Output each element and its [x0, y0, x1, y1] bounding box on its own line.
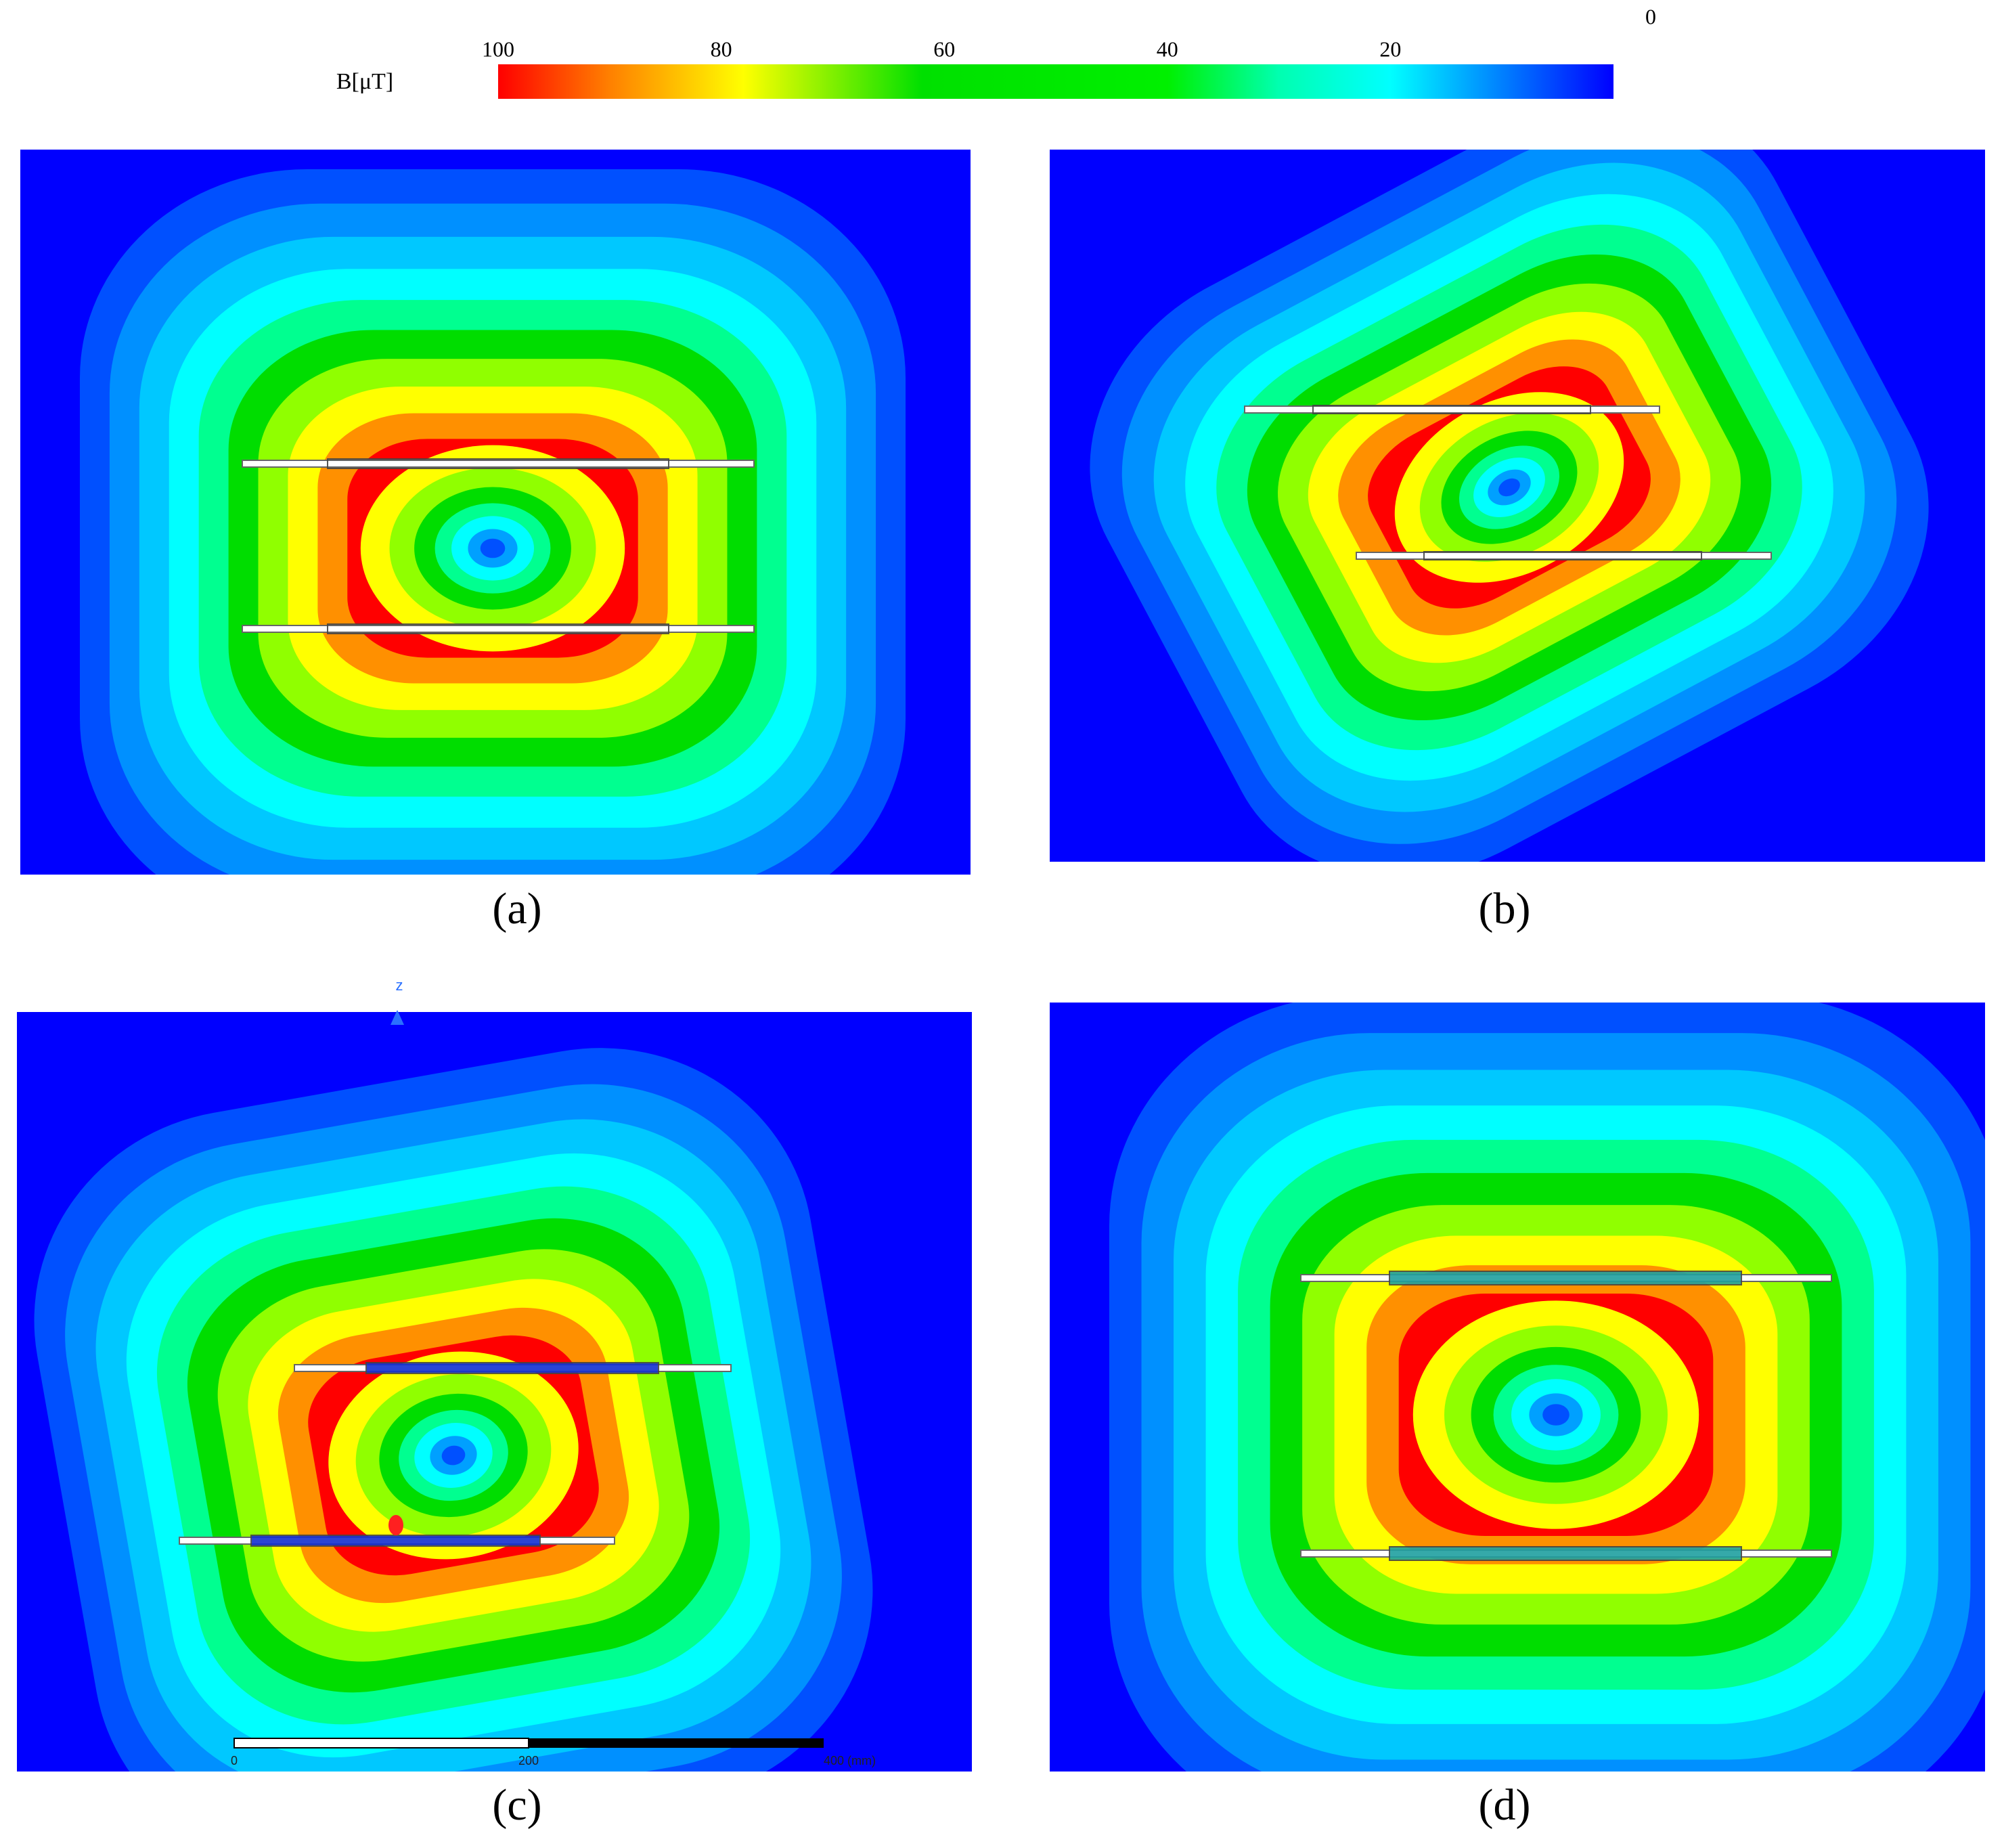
contour-band [441, 1445, 466, 1466]
coil-winding [327, 458, 669, 469]
contour-band [1498, 478, 1520, 497]
coil-winding [1389, 1271, 1742, 1285]
marker-dot [388, 1515, 403, 1535]
scale-bar-label: 200 [518, 1754, 539, 1767]
scale-bar-label: 400 (mm) [824, 1754, 876, 1767]
contour-plot [1050, 150, 1985, 862]
colorbar-tick-label: 20 [1379, 37, 1401, 61]
scale-bar-segment [233, 1738, 529, 1748]
contour-plot [1050, 1003, 1985, 1772]
coil-plate [242, 625, 755, 633]
panel-caption: (d) [1479, 1780, 1531, 1830]
panel-caption: (c) [492, 1780, 541, 1830]
colorbar-tick-label: 100 [482, 37, 514, 61]
coil-plate [1356, 552, 1772, 560]
scale-bar-label: 0 [231, 1754, 238, 1767]
coil-plate [1244, 405, 1660, 414]
colorbar-tick-label: 0 [1645, 4, 1656, 28]
contour-band [480, 538, 506, 558]
coil-winding [1423, 551, 1702, 560]
coil-winding [327, 623, 669, 634]
contours [80, 169, 906, 875]
contours [1109, 1003, 1985, 1772]
colorbar-tick-label: 80 [711, 37, 732, 61]
axis-label: z [396, 977, 403, 994]
coil-plate [242, 460, 755, 468]
contour-plot [17, 1012, 972, 1772]
contour-plot [20, 150, 971, 875]
colorbar-tick-label: 60 [933, 37, 955, 61]
coil-winding [250, 1535, 541, 1547]
panel-caption: (a) [492, 884, 541, 933]
coil-winding [365, 1362, 659, 1374]
scale-bar-segment [529, 1738, 824, 1748]
panel-caption: (b) [1479, 884, 1531, 933]
axis-arrow [391, 1010, 404, 1025]
coil-winding [1389, 1546, 1742, 1561]
colorbar-tick-label: 40 [1157, 37, 1178, 61]
contour-band [1542, 1404, 1569, 1426]
coil-winding [1312, 405, 1591, 414]
colorbar-label: B[μT] [336, 69, 393, 94]
colorbar [498, 64, 1613, 99]
